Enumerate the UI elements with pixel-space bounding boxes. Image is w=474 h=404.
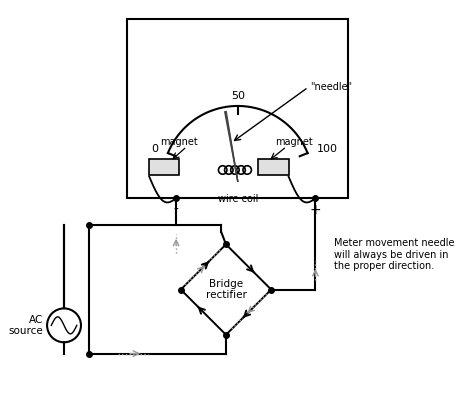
Text: 100: 100 bbox=[317, 144, 338, 154]
Text: 50: 50 bbox=[231, 90, 245, 101]
Text: -: - bbox=[173, 202, 179, 217]
Text: magnet: magnet bbox=[275, 137, 313, 147]
Text: Meter movement needle
will always be driven in
the proper direction.: Meter movement needle will always be dri… bbox=[334, 238, 455, 271]
Text: wire coil: wire coil bbox=[218, 194, 258, 204]
Text: 0: 0 bbox=[151, 144, 158, 154]
Text: magnet: magnet bbox=[161, 137, 198, 147]
Text: Bridge
rectifier: Bridge rectifier bbox=[206, 279, 246, 300]
Bar bbox=[127, 19, 348, 198]
Text: +: + bbox=[310, 202, 321, 217]
Text: "needle": "needle" bbox=[310, 82, 352, 92]
Text: AC
source: AC source bbox=[9, 315, 43, 336]
Bar bbox=[149, 159, 179, 175]
Bar bbox=[258, 159, 289, 175]
